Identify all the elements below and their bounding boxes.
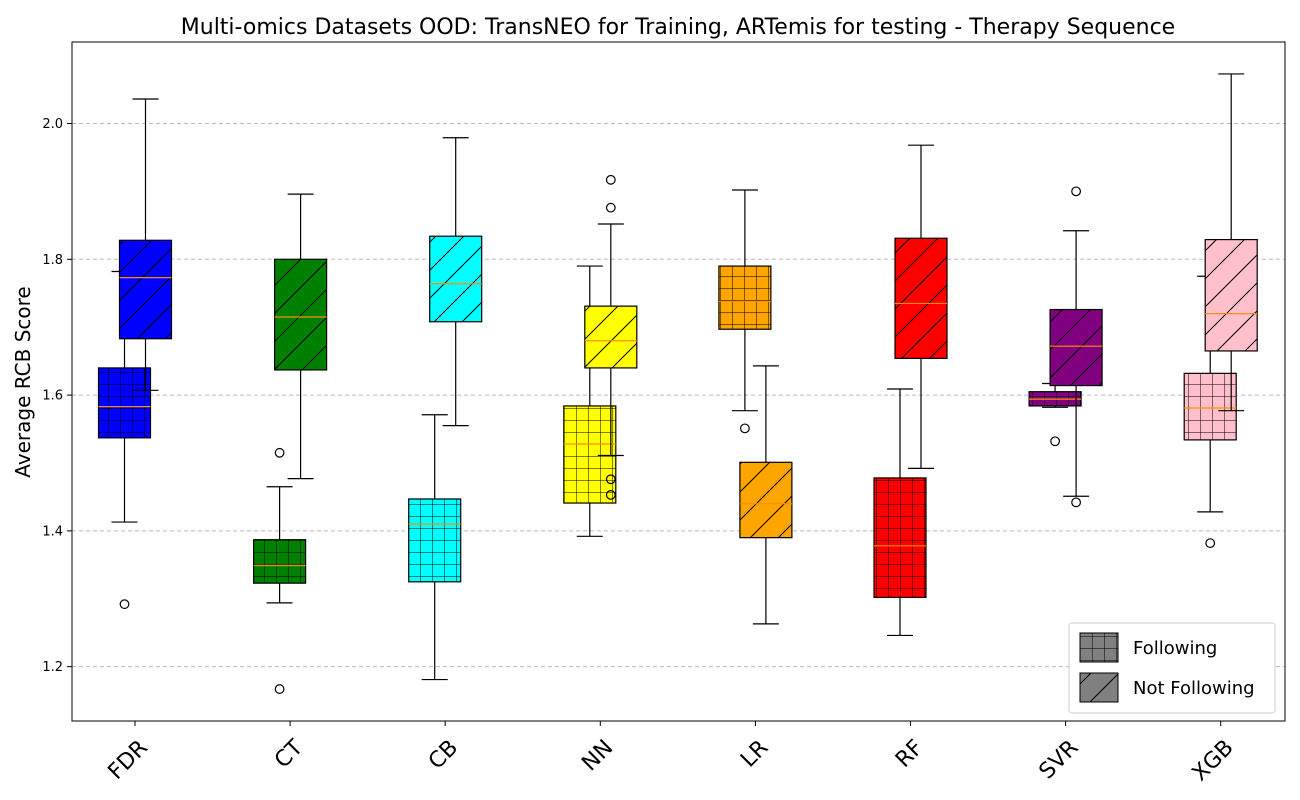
outlier-point <box>740 423 750 434</box>
box-following-rf <box>873 388 927 637</box>
box-outline <box>118 239 173 340</box>
box-not-following-nn <box>584 174 638 500</box>
x-tick-label-fdr: FDR <box>104 735 153 784</box>
box-outline <box>873 477 927 599</box>
outlier-point <box>119 599 130 610</box>
y-tick-label: 1.6 <box>42 389 63 404</box>
box-following-svr <box>1028 382 1082 447</box>
axes-layer: 1.2 1.4 1.6 1.8 2.0 FDR CT CB NN LR RF SVR XGB <box>42 117 1238 786</box>
outlier-point <box>1071 497 1081 508</box>
legend-label-not-following: Not Following <box>1133 678 1255 699</box>
x-tick-label-svr: SVR <box>1035 735 1084 784</box>
boxes-layer <box>97 73 1258 694</box>
box-following-xgb <box>1183 275 1237 549</box>
box-not-following-ct <box>274 193 328 480</box>
chart-title: Multi-omics Datasets OOD: TransNEO for T… <box>181 15 1175 40</box>
outlier-point <box>274 684 285 694</box>
x-tick-label-rf: RF <box>891 735 928 772</box>
legend-swatch-not-following-hatch <box>1079 672 1119 703</box>
y-tick-label: 1.8 <box>42 253 63 268</box>
outlier-point <box>274 447 285 458</box>
outlier-point <box>1050 436 1060 447</box>
x-tick-label-cb: CB <box>424 735 463 774</box>
outlier-point <box>605 202 616 213</box>
box-not-following-svr <box>1049 186 1103 508</box>
box-not-following-cb <box>429 137 483 427</box>
outlier-point <box>1071 186 1081 197</box>
box-outline <box>253 539 307 584</box>
box-outline <box>408 498 462 583</box>
x-tick-label-lr: LR <box>736 735 773 772</box>
box-following-nn <box>563 265 617 537</box>
y-tick-label: 1.2 <box>42 660 63 675</box>
box-outline <box>584 305 638 369</box>
box-outline <box>1204 238 1258 352</box>
box-not-following-rf <box>894 144 948 470</box>
box-outline <box>274 258 328 371</box>
legend-label-following: Following <box>1133 638 1217 659</box>
box-outline <box>894 237 948 360</box>
outlier-point <box>1205 538 1216 549</box>
box-outline <box>1049 308 1103 387</box>
y-axis-label: Average RCB Score <box>11 286 35 477</box>
y-tick-label: 2.0 <box>42 117 63 132</box>
box-not-following-lr <box>739 365 793 625</box>
x-tick-label-nn: NN <box>577 735 618 776</box>
box-following-fdr <box>97 270 152 610</box>
box-following-cb <box>408 414 462 681</box>
outlier-point <box>605 174 616 185</box>
box-not-following-xgb <box>1204 73 1258 412</box>
outlier-point <box>605 474 616 485</box>
grid-lines <box>72 122 1285 668</box>
box-outline <box>429 235 483 323</box>
box-following-lr <box>718 189 772 434</box>
y-tick-label: 1.4 <box>42 524 63 539</box>
x-tick-label-ct: CT <box>270 735 308 773</box>
legend-frame <box>1068 622 1276 714</box>
box-outline <box>739 461 793 539</box>
box-outline <box>563 405 617 504</box>
box-outline <box>97 367 152 439</box>
legend-swatch-following-hatch <box>1079 632 1119 663</box>
box-outline <box>718 265 772 330</box>
box-following-ct <box>253 447 307 694</box>
outlier-point <box>605 489 616 500</box>
box-not-following-fdr <box>118 98 173 391</box>
legend: Following Not Following <box>1068 622 1276 714</box>
box-outline <box>1183 372 1237 441</box>
plot-frame <box>71 41 1286 722</box>
x-tick-label-xgb: XGB <box>1188 735 1239 786</box>
